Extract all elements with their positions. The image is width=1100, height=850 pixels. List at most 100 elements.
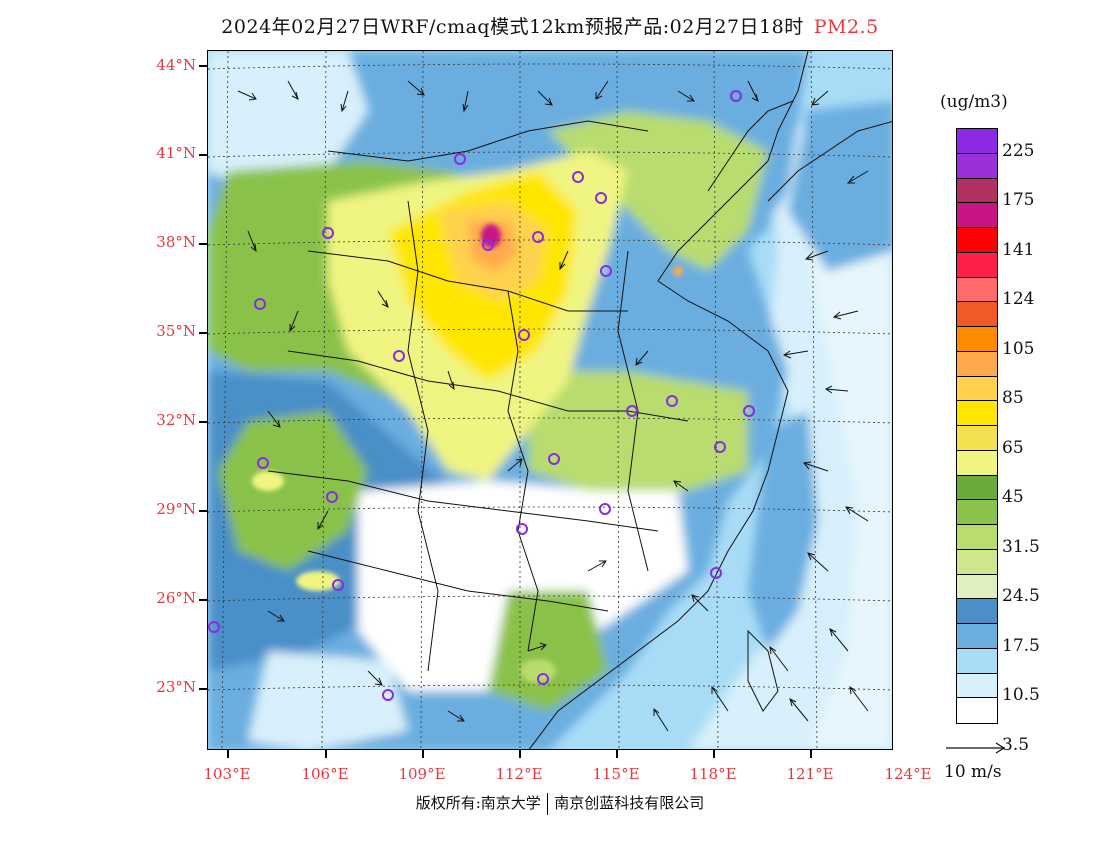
- colorbar-tick-label: 124: [1002, 289, 1035, 310]
- lat-tick: [199, 510, 207, 512]
- station-marker: [518, 329, 530, 341]
- station-marker: [516, 523, 528, 535]
- colorbar-segment: [957, 599, 997, 624]
- colorbar-segment: [957, 376, 997, 402]
- colorbar-segment: [957, 351, 997, 377]
- lon-label-103: 103°E: [203, 765, 251, 783]
- colorbar-segment: [957, 228, 997, 253]
- copyright-right: 南京创蓝科技有限公司: [554, 794, 705, 812]
- lon-tick: [616, 750, 618, 758]
- colorbar-segment: [957, 673, 997, 699]
- station-marker: [666, 395, 678, 407]
- lat-tick: [199, 65, 207, 67]
- copyright-left: 版权所有:南京大学: [415, 794, 541, 812]
- colorbar-segment: [957, 277, 997, 303]
- colorbar-segment: [957, 426, 997, 451]
- colorbar-segment: [957, 178, 997, 204]
- lat-tick: [199, 154, 207, 156]
- lat-tick: [199, 599, 207, 601]
- copyright: 版权所有:南京大学 南京创蓝科技有限公司: [350, 792, 770, 815]
- colorbar-tick-label: 24.5: [1002, 586, 1040, 607]
- colorbar-segment: [957, 475, 997, 501]
- credit-separator: [546, 793, 549, 815]
- colorbar-segment: [957, 401, 997, 426]
- pm25-map[interactable]: [207, 50, 893, 750]
- colorbar-tick-label: 225: [1002, 140, 1035, 161]
- station-marker: [595, 192, 607, 204]
- station-marker: [393, 350, 405, 362]
- colorbar-segment: [957, 302, 997, 327]
- station-marker: [730, 90, 742, 102]
- lon-tick: [422, 750, 424, 758]
- station-marker: [714, 441, 726, 453]
- lon-tick: [713, 750, 715, 758]
- colorbar-segment: [957, 525, 997, 550]
- lon-label-124: 124°E: [884, 765, 932, 783]
- station-marker: [332, 579, 344, 591]
- lat-label-29: 29°N: [156, 500, 196, 518]
- colorbar-segment: [957, 153, 997, 179]
- colorbar-tick-label: 105: [1002, 338, 1035, 359]
- lon-label-115: 115°E: [592, 765, 640, 783]
- lat-label-32: 32°N: [156, 411, 196, 429]
- title-main: 2024年02月27日WRF/cmaq模式12km预报产品:02月27日18时: [221, 16, 804, 38]
- colorbar-tick-label: 175: [1002, 190, 1035, 211]
- graticule: [208, 51, 892, 749]
- colorbar-segment: [957, 203, 997, 228]
- station-marker: [743, 405, 755, 417]
- lon-tick: [227, 750, 229, 758]
- colorbar-segment: [957, 252, 997, 278]
- station-markers: [208, 90, 755, 701]
- lon-label-106: 106°E: [301, 765, 349, 783]
- colorbar-tick-label: 3.5: [1002, 734, 1030, 755]
- colorbar-tick-label: 141: [1002, 239, 1035, 260]
- wind-vectors: [237, 80, 869, 732]
- lon-tick: [325, 750, 327, 758]
- wind-reference-label: 10 m/s: [944, 762, 1002, 782]
- lat-label-38: 38°N: [156, 233, 196, 251]
- boundaries: [267, 51, 892, 749]
- station-marker: [454, 153, 466, 165]
- lon-label-121: 121°E: [786, 765, 834, 783]
- station-marker: [208, 621, 220, 633]
- station-marker: [482, 239, 494, 251]
- lat-label-23: 23°N: [156, 678, 196, 696]
- station-marker: [599, 503, 611, 515]
- wind-reference-arrow: [946, 742, 1006, 754]
- colorbar-tick-label: 45: [1002, 487, 1024, 508]
- colorbar-tick-label: 17.5: [1002, 635, 1040, 656]
- station-marker: [572, 171, 584, 183]
- station-marker: [257, 457, 269, 469]
- lat-tick: [199, 243, 207, 245]
- lat-label-41: 41°N: [156, 144, 196, 162]
- colorbar-segment: [957, 129, 997, 154]
- colorbar-segment: [957, 574, 997, 600]
- lat-tick: [199, 688, 207, 690]
- colorbar: [956, 128, 998, 724]
- station-marker: [532, 231, 544, 243]
- colorbar-unit: (ug/m3): [940, 92, 1008, 112]
- station-marker: [537, 673, 549, 685]
- colorbar-tick-label: 85: [1002, 388, 1024, 409]
- station-marker: [548, 453, 560, 465]
- colorbar-tick-label: 31.5: [1002, 536, 1040, 557]
- lat-label-26: 26°N: [156, 589, 196, 607]
- lon-label-112: 112°E: [495, 765, 543, 783]
- lon-tick: [810, 750, 812, 758]
- station-marker: [254, 298, 266, 310]
- map-title: 2024年02月27日WRF/cmaq模式12km预报产品:02月27日18时 P…: [0, 12, 1100, 39]
- colorbar-segment: [957, 450, 997, 476]
- station-marker: [326, 491, 338, 503]
- colorbar-segment: [957, 500, 997, 525]
- hotspot: [481, 224, 501, 248]
- colorbar-segment: [957, 624, 997, 649]
- colorbar-segment: [957, 327, 997, 352]
- station-marker: [382, 689, 394, 701]
- lon-label-118: 118°E: [689, 765, 737, 783]
- lon-label-109: 109°E: [398, 765, 446, 783]
- colorbar-segment: [957, 648, 997, 674]
- colorbar-tick-label: 65: [1002, 437, 1024, 458]
- lat-label-44: 44°N: [156, 56, 196, 74]
- station-marker: [322, 227, 334, 239]
- colorbar-segment: [957, 549, 997, 575]
